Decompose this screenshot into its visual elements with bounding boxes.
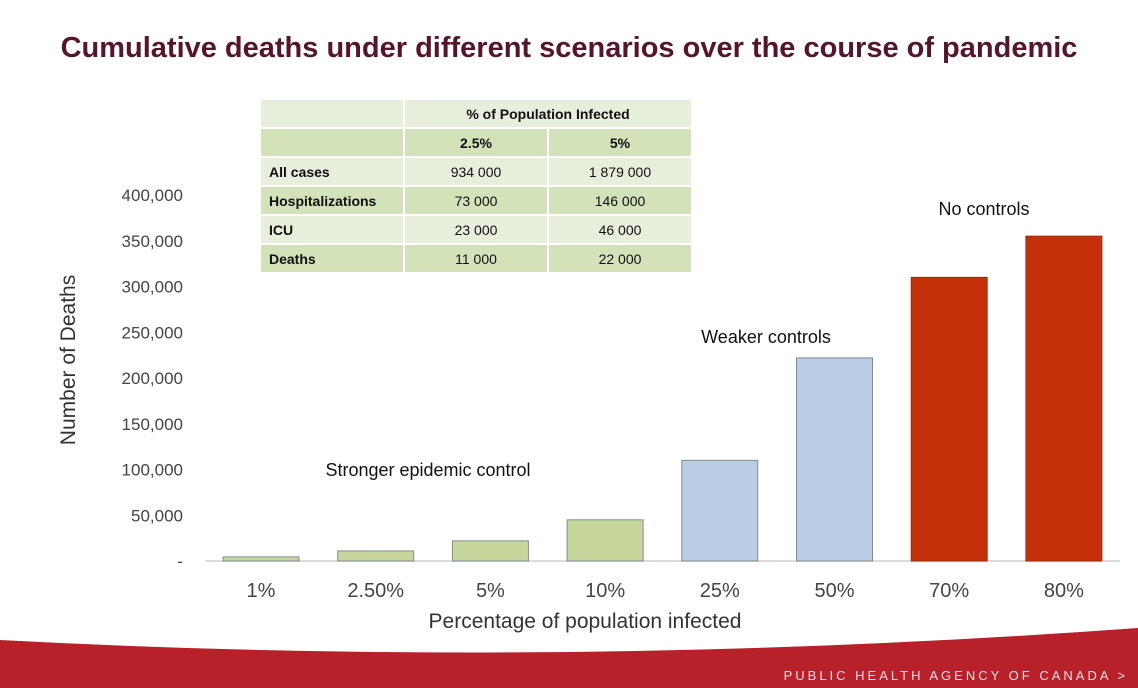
y-tick-label: 100,000	[122, 461, 183, 480]
x-tick-label: 70%	[929, 580, 969, 602]
bar-2.50%	[337, 550, 415, 562]
y-tick-label: 50,000	[131, 506, 183, 525]
y-tick-label: 350,000	[122, 232, 183, 251]
column-header: 2.5%	[403, 127, 549, 158]
y-tick-label: -	[177, 552, 183, 571]
x-tick-label: 10%	[585, 580, 625, 602]
x-tick-label: 2.50%	[347, 580, 404, 602]
x-axis-label: Percentage of population infected	[429, 610, 742, 633]
y-tick-label: 200,000	[122, 369, 183, 388]
annotation-stronger: Stronger epidemic control	[325, 460, 530, 480]
table-header: % of Population Infected	[403, 98, 693, 129]
x-tick-label: 50%	[814, 580, 854, 602]
column-header: 5%	[547, 127, 693, 158]
slide-title: Cumulative deaths under different scenar…	[60, 32, 1078, 64]
x-tick-label: 5%	[476, 580, 505, 602]
y-tick-label: 400,000	[122, 186, 183, 205]
x-tick-label: 25%	[700, 580, 740, 602]
bar-70%	[910, 276, 988, 562]
table-row: Deaths 11 000 22 000	[259, 243, 693, 274]
x-tick-label: 80%	[1044, 580, 1084, 602]
annotation-weaker: Weaker controls	[701, 327, 831, 347]
y-tick-label: 150,000	[122, 415, 183, 434]
table-row: All cases 934 000 1 879 000	[259, 156, 693, 187]
bar-80%	[1025, 235, 1103, 562]
table-row: Hospitalizations 73 000 146 000	[259, 185, 693, 216]
bar-10%	[566, 519, 644, 562]
table-row: ICU 23 000 46 000	[259, 214, 693, 245]
bar-50%	[796, 357, 873, 562]
bar-5%	[451, 540, 529, 562]
footer-banner	[0, 628, 1138, 688]
y-tick-label: 250,000	[122, 323, 183, 342]
y-tick-label: 300,000	[122, 278, 183, 297]
annotation-no-controls: No controls	[938, 199, 1029, 219]
bar-1%	[222, 556, 300, 562]
bar-25%	[681, 459, 759, 562]
y-axis-label: Number of Deaths	[57, 275, 80, 445]
footer-agency-name: PUBLIC HEALTH AGENCY OF CANADA >	[783, 668, 1128, 683]
summary-table: % of Population Infected 2.5% 5% All case…	[259, 98, 693, 274]
x-tick-label: 1%	[247, 580, 276, 602]
